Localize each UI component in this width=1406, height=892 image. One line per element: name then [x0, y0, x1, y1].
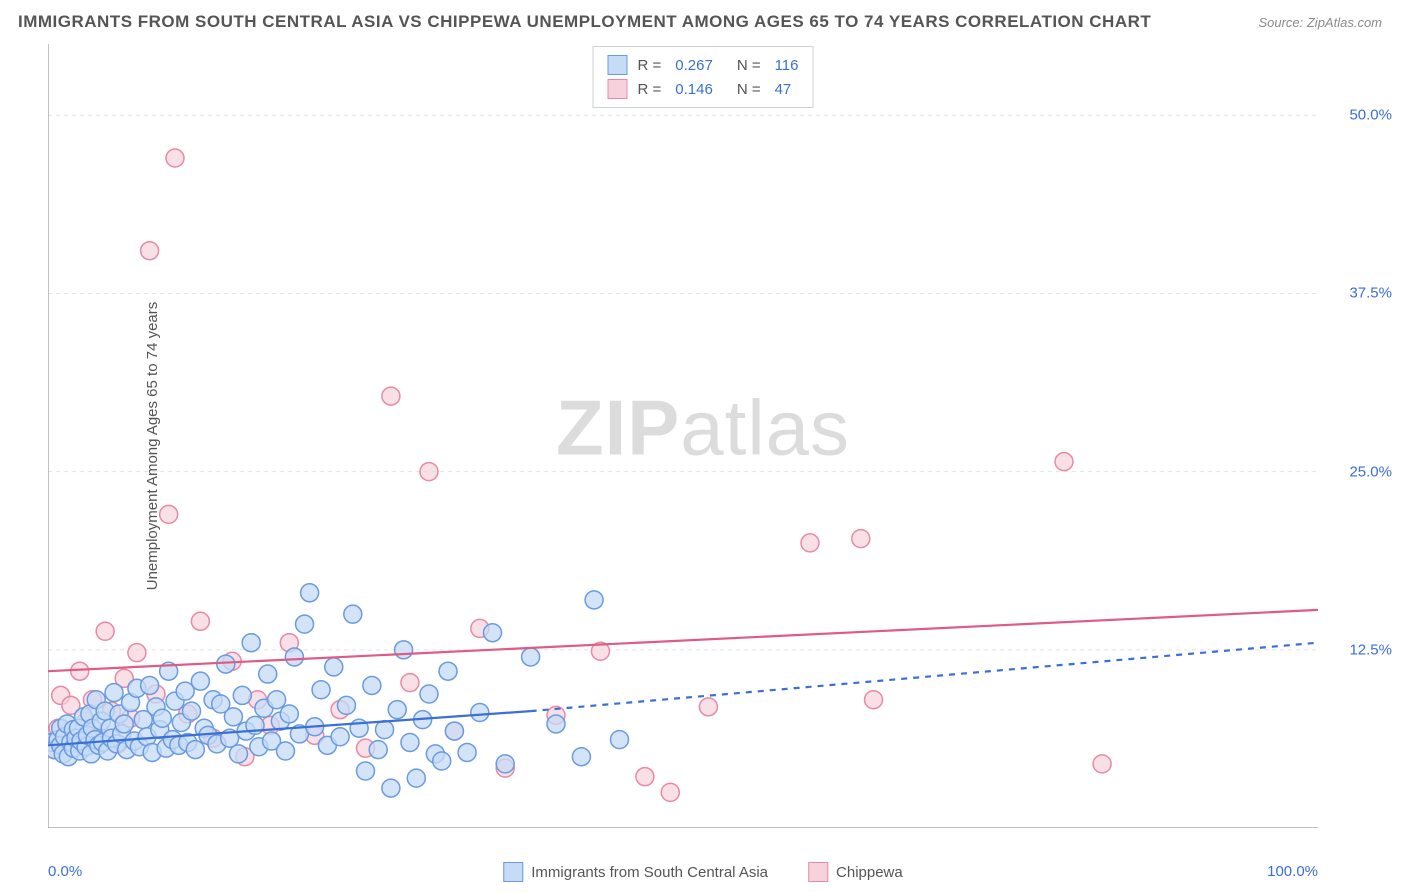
n-label: N =: [737, 57, 761, 74]
swatch-sca: [503, 862, 523, 882]
n-value-sca: 116: [775, 57, 799, 74]
swatch-chip: [808, 862, 828, 882]
r-label: R =: [638, 81, 662, 98]
series-legend-entry-sca: Immigrants from South Central Asia: [503, 862, 768, 882]
source-label: Source: ZipAtlas.com: [1258, 15, 1382, 30]
n-label: N =: [737, 81, 761, 98]
y-axis-tick-label: 37.5%: [1349, 285, 1392, 302]
r-label: R =: [638, 57, 662, 74]
stats-legend-row-sca: R = 0.267 N = 116: [608, 53, 799, 77]
r-value-chip: 0.146: [675, 81, 713, 98]
swatch-chip: [608, 79, 628, 99]
series-legend: Immigrants from South Central Asia Chipp…: [503, 862, 902, 882]
series-label-sca: Immigrants from South Central Asia: [531, 864, 768, 881]
stats-legend: R = 0.267 N = 116 R = 0.146 N = 47: [593, 46, 814, 108]
chart-title: IMMIGRANTS FROM SOUTH CENTRAL ASIA VS CH…: [18, 12, 1151, 32]
scatter-plot-svg: [48, 44, 1318, 828]
n-value-chip: 47: [775, 81, 792, 98]
stats-legend-row-chip: R = 0.146 N = 47: [608, 77, 799, 101]
y-axis-tick-label: 25.0%: [1349, 463, 1392, 480]
series-legend-entry-chip: Chippewa: [808, 862, 903, 882]
x-axis-max-label: 100.0%: [1267, 863, 1318, 880]
plot-area: [48, 44, 1318, 828]
y-axis-tick-label: 12.5%: [1349, 641, 1392, 658]
r-value-sca: 0.267: [675, 57, 713, 74]
y-axis-tick-label: 50.0%: [1349, 107, 1392, 124]
swatch-sca: [608, 55, 628, 75]
series-label-chip: Chippewa: [836, 864, 903, 881]
x-axis-min-label: 0.0%: [48, 863, 82, 880]
